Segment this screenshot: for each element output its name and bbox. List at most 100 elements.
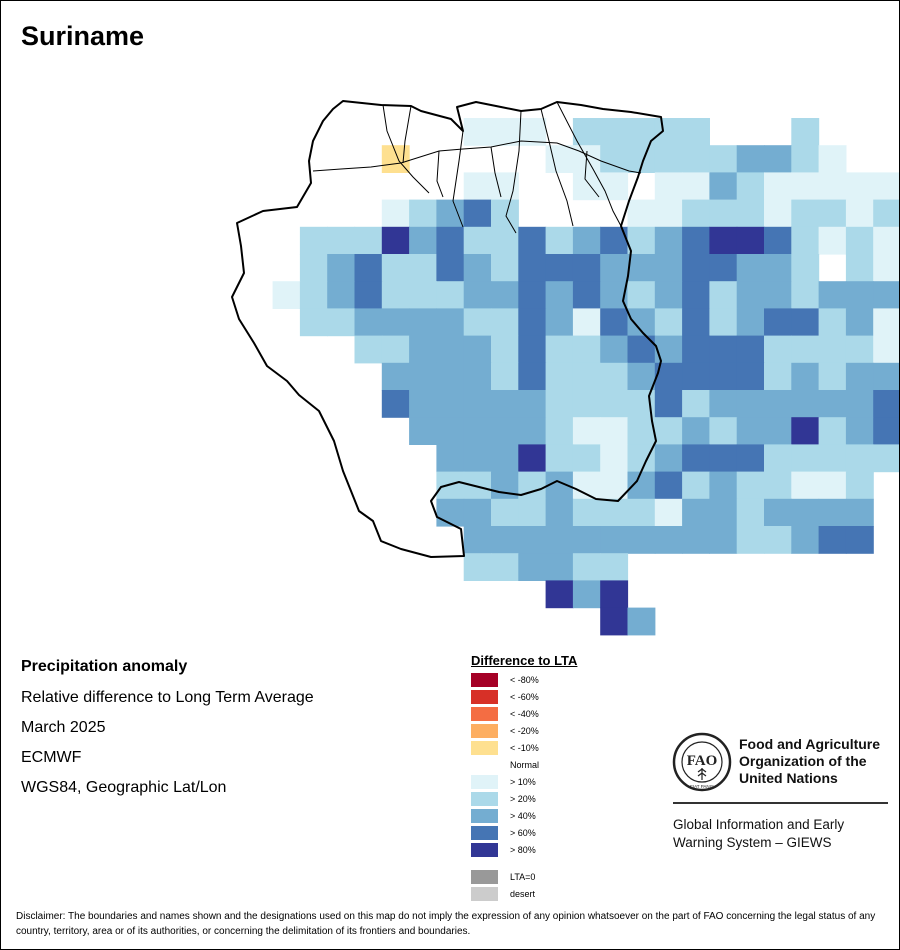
anomaly-cell xyxy=(545,417,574,445)
anomaly-cell xyxy=(463,226,492,255)
anomaly-cell xyxy=(518,444,547,473)
anomaly-cell xyxy=(436,335,465,364)
anomaly-cell xyxy=(845,254,874,282)
legend-label: LTA=0 xyxy=(510,872,536,882)
anomaly-cell xyxy=(654,145,683,173)
anomaly-cell xyxy=(572,580,601,609)
anomaly-cell xyxy=(545,226,574,255)
anomaly-cell xyxy=(845,498,874,527)
anomaly-cell xyxy=(791,199,820,228)
anomaly-cell xyxy=(491,199,519,228)
anomaly-cell xyxy=(436,471,465,500)
legend-swatch xyxy=(471,724,498,738)
anomaly-cell xyxy=(682,226,710,255)
anomaly-cell xyxy=(600,553,629,581)
anomaly-cell xyxy=(709,471,738,500)
legend-swatch xyxy=(471,843,498,857)
anomaly-cell xyxy=(709,390,738,418)
legend-label: < -20% xyxy=(510,726,539,736)
anomaly-cell xyxy=(709,226,738,255)
anomaly-cell xyxy=(381,308,410,337)
anomaly-cell xyxy=(627,226,656,255)
anomaly-cell xyxy=(572,226,601,255)
legend-label: < -10% xyxy=(510,743,539,753)
anomaly-cell xyxy=(627,254,656,282)
anomaly-cell xyxy=(572,498,601,527)
anomaly-cell xyxy=(463,335,492,364)
legend-swatch xyxy=(471,775,498,789)
anomaly-cell xyxy=(518,254,547,282)
anomaly-cell xyxy=(381,199,410,228)
anomaly-cell xyxy=(654,281,683,309)
anomaly-cell xyxy=(518,308,547,337)
anomaly-cell xyxy=(463,254,492,282)
anomaly-cell xyxy=(764,172,792,201)
anomaly-cell xyxy=(491,390,519,418)
anomaly-cell xyxy=(845,281,874,309)
anomaly-cell xyxy=(627,281,656,309)
anomaly-cell xyxy=(518,335,547,364)
anomaly-cell xyxy=(409,390,437,418)
anomaly-cell xyxy=(627,362,656,391)
anomaly-cell xyxy=(845,417,874,445)
legend-swatch xyxy=(471,741,498,755)
anomaly-cell xyxy=(791,444,820,473)
anomaly-cell xyxy=(491,444,519,473)
anomaly-cell xyxy=(873,226,899,255)
anomaly-cell xyxy=(272,281,301,309)
anomaly-cell xyxy=(600,145,629,173)
anomaly-cell xyxy=(409,417,437,445)
info-line-projection: WGS84, Geographic Lat/Lon xyxy=(21,779,227,796)
anomaly-cell xyxy=(436,390,465,418)
anomaly-cell xyxy=(491,281,519,309)
anomaly-cell xyxy=(409,335,437,364)
anomaly-cell xyxy=(463,471,492,500)
anomaly-cell xyxy=(764,226,792,255)
anomaly-cell xyxy=(545,444,574,473)
anomaly-cell xyxy=(818,471,847,500)
anomaly-cell xyxy=(709,254,738,282)
boundaries xyxy=(231,100,664,558)
anomaly-cell xyxy=(709,444,738,473)
legend-swatch xyxy=(471,707,498,721)
anomaly-cell xyxy=(463,553,492,581)
anomaly-cell xyxy=(736,254,765,282)
anomaly-cell xyxy=(764,145,792,173)
anomaly-cell xyxy=(491,553,519,581)
legend-label: Normal xyxy=(510,760,540,770)
anomaly-cell xyxy=(491,498,519,527)
anomaly-cell xyxy=(600,254,629,282)
anomaly-cell xyxy=(736,335,765,364)
anomaly-cell xyxy=(682,362,710,391)
anomaly-cell xyxy=(682,526,710,554)
anomaly-cell xyxy=(491,335,519,364)
anomaly-cell xyxy=(736,281,765,309)
anomaly-cell xyxy=(818,362,847,391)
anomaly-cell xyxy=(682,308,710,337)
anomaly-cell xyxy=(654,199,683,228)
anomaly-cell xyxy=(682,417,710,445)
anomaly-cell xyxy=(545,390,574,418)
legend-swatch xyxy=(471,690,498,704)
anomaly-cell xyxy=(409,226,437,255)
anomaly-cell xyxy=(436,226,465,255)
anomaly-cell xyxy=(354,254,383,282)
anomaly-cell xyxy=(682,145,710,173)
anomaly-cell xyxy=(845,335,874,364)
anomaly-cell xyxy=(736,526,765,554)
anomaly-cell xyxy=(627,335,656,364)
anomaly-cell xyxy=(627,607,656,636)
anomaly-cell xyxy=(463,498,492,527)
anomaly-cell xyxy=(327,308,356,337)
anomaly-cell xyxy=(818,226,847,255)
anomaly-cell xyxy=(491,471,519,500)
anomaly-cell xyxy=(572,308,601,337)
anomaly-cell xyxy=(764,335,792,364)
anomaly-cell xyxy=(381,226,410,255)
anomaly-cell xyxy=(518,498,547,527)
anomaly-cell xyxy=(572,281,601,309)
anomaly-cell xyxy=(736,145,765,173)
info-line-source: ECMWF xyxy=(21,749,82,766)
anomaly-cell xyxy=(572,417,601,445)
disclaimer: Disclaimer: The boundaries and names sho… xyxy=(16,911,876,937)
